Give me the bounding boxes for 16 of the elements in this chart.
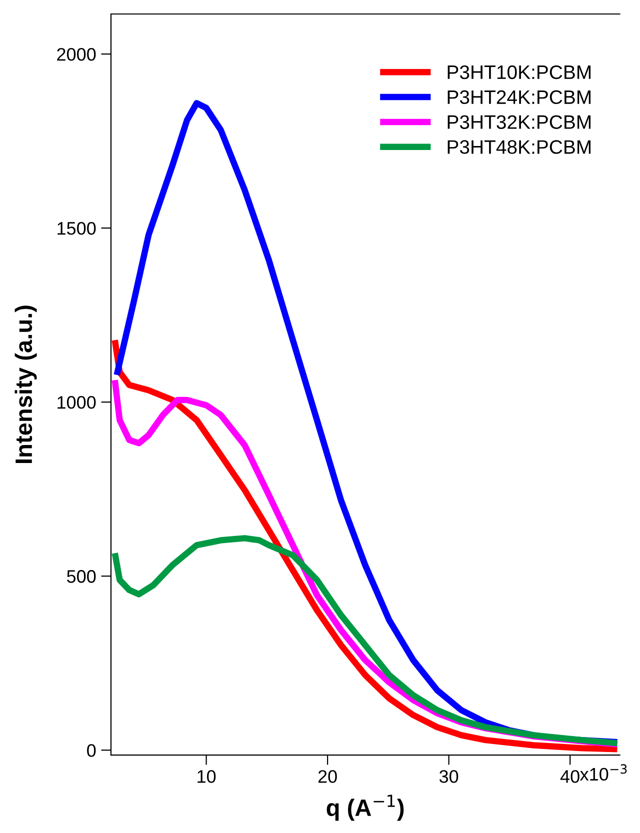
y-tick-label: 1500 [58, 222, 96, 235]
legend-label: P3HT32K:PCBM [448, 115, 591, 129]
legend-label: P3HT10K:PCBM [448, 65, 591, 80]
x-tick-label: 30 [439, 770, 458, 783]
x-tick-label: 20 [318, 770, 337, 783]
x-axis-title: q (A$^{−1}$) [326, 794, 404, 821]
y-tick-label: 1000 [58, 396, 96, 409]
y-tick-label: 500 [66, 570, 96, 583]
y-tick-label: 2000 [57, 48, 96, 61]
y-axis-title: Intensity (a.u.) [14, 306, 37, 463]
text: x10$^{−3}$ [580, 764, 627, 781]
x-tick-label: 10 [198, 770, 216, 783]
legend-label: P3HT24K:PCBM [448, 90, 591, 104]
y-tick-label: 0 [87, 744, 96, 757]
legend-label: P3HT48K:PCBM [448, 140, 591, 154]
x-tick-label: 40 [560, 770, 580, 783]
